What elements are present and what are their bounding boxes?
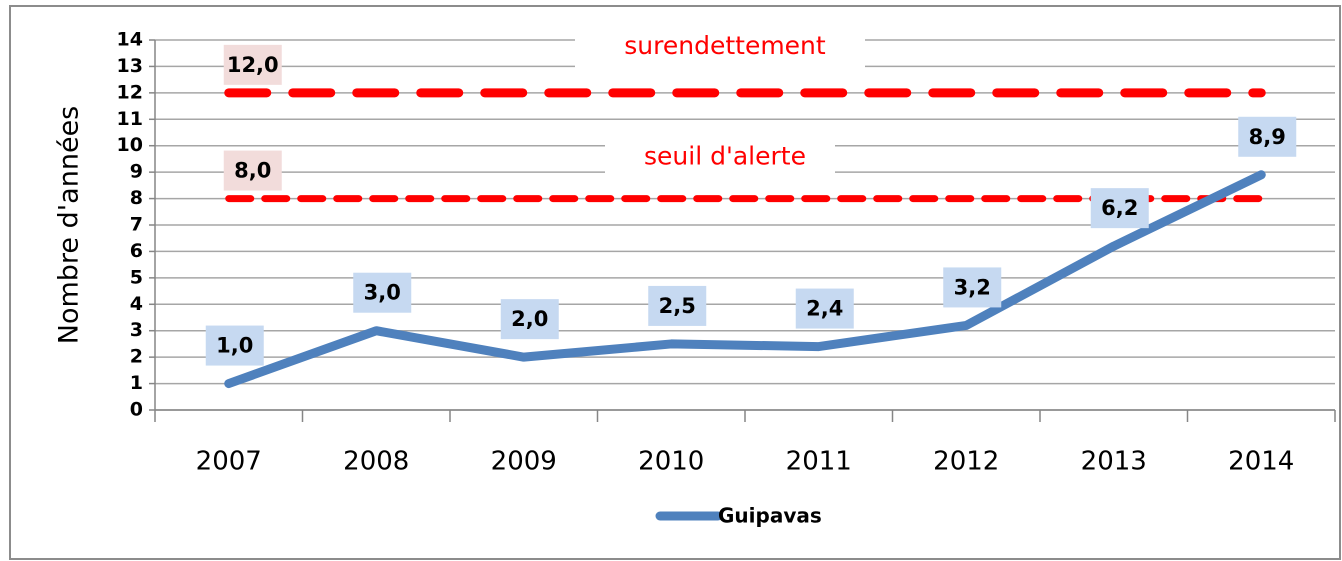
- reference-label-box: [223, 44, 282, 85]
- y-tick-label: 10: [117, 134, 143, 156]
- y-tick-label: 7: [130, 214, 143, 236]
- y-tick-label: 4: [130, 293, 143, 315]
- chart-frame: [9, 5, 1341, 560]
- value-label: 2,4: [806, 297, 843, 321]
- value-label-box: [943, 267, 1002, 308]
- series-line: [224, 170, 1266, 389]
- y-tick-label: 8: [130, 187, 143, 209]
- reference-label: 8,0: [234, 159, 271, 183]
- value-label-box: [1090, 188, 1149, 229]
- reference-annotation: seuil d'alerte: [644, 142, 806, 171]
- value-label: 8,9: [1249, 125, 1286, 149]
- x-tick-label: 2012: [933, 447, 999, 477]
- x-tick-label: 2013: [1081, 447, 1147, 477]
- value-label-box: [205, 325, 264, 366]
- y-tick-label: 0: [130, 399, 143, 421]
- x-tick-label: 2009: [491, 447, 557, 477]
- value-label-box: [500, 299, 559, 340]
- y-tick-label: 9: [130, 161, 143, 183]
- y-tick-label: 1: [130, 372, 143, 394]
- value-label-box: [795, 288, 854, 329]
- value-label: 3,2: [954, 275, 991, 299]
- value-label: 2,5: [659, 294, 696, 318]
- reference-annotation: surendettement: [624, 31, 826, 60]
- value-label-box: [648, 285, 707, 326]
- x-tick-label: 2014: [1228, 447, 1294, 477]
- y-tick-label: 2: [130, 346, 143, 368]
- y-tick-label: 3: [130, 319, 143, 341]
- value-label-box: [353, 272, 412, 313]
- legend-label: Guipavas: [718, 504, 822, 528]
- x-tick-label: 2011: [786, 447, 852, 477]
- value-label: 6,2: [1101, 196, 1138, 220]
- y-tick-label: 12: [117, 81, 143, 103]
- x-tick-label: 2007: [196, 447, 262, 477]
- y-tick-label: 5: [130, 266, 143, 288]
- y-tick-label: 14: [117, 29, 143, 51]
- value-label-box: [1238, 116, 1297, 157]
- value-label: 2,0: [511, 307, 548, 331]
- annotation-box: [575, 18, 865, 75]
- value-label: 3,0: [364, 281, 401, 305]
- reference-label: 12,0: [227, 53, 279, 77]
- reference-label-box: [223, 150, 282, 191]
- y-tick-label: 11: [117, 108, 143, 130]
- value-label: 1,0: [216, 334, 253, 358]
- y-axis-label: Nombre d'années: [54, 106, 85, 344]
- y-tick-label: 13: [117, 55, 143, 77]
- y-tick-label: 6: [130, 240, 143, 262]
- annotation-box: [605, 129, 835, 186]
- x-tick-label: 2010: [638, 447, 704, 477]
- x-tick-label: 2008: [343, 447, 409, 477]
